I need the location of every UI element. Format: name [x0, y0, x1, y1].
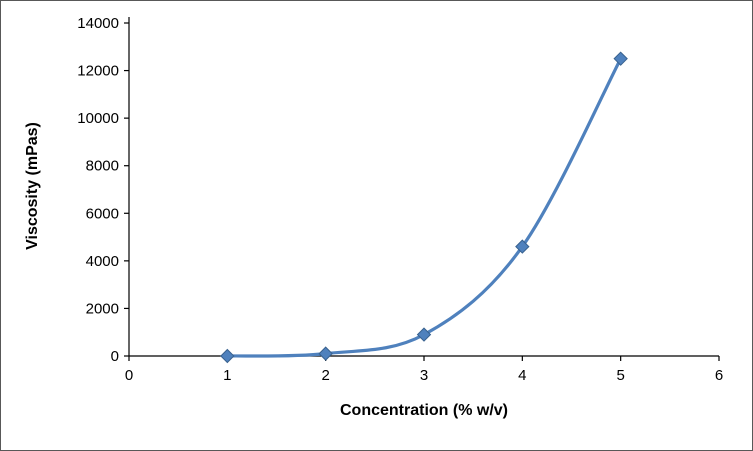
- data-point-marker: [613, 51, 628, 66]
- data-point-marker: [220, 348, 235, 364]
- y-tick-label: 12000: [77, 63, 119, 80]
- x-axis-title: Concentration (% w/v): [340, 402, 508, 419]
- y-tick-label: 14000: [77, 15, 119, 32]
- y-tick-label: 10000: [77, 110, 119, 127]
- tick-labels-layer: 0 2000 4000 6000 8000 10000 12000 14000 0 1 2 3 4 5 6: [77, 15, 723, 384]
- y-tick-label: 8000: [86, 158, 119, 175]
- x-tick-label: 2: [321, 367, 329, 384]
- data-point-marker: [416, 327, 432, 342]
- y-axis-title: Viscosity (mPas): [24, 122, 41, 250]
- axes-layer: [124, 17, 720, 361]
- x-tick-label: 0: [125, 367, 133, 384]
- x-tick-label: 3: [420, 367, 428, 384]
- y-tick-label: 0: [111, 348, 119, 365]
- y-tick-label: 2000: [86, 300, 119, 317]
- y-tick-label: 6000: [86, 205, 119, 222]
- data-series-layer: [220, 51, 628, 364]
- x-tick-label: 5: [616, 367, 624, 384]
- x-tick-label: 4: [518, 367, 526, 384]
- data-series-line: [225, 57, 623, 358]
- x-tick-label: 6: [715, 367, 723, 384]
- data-point-marker: [515, 239, 530, 254]
- data-point-marker: [318, 346, 333, 361]
- y-tick-label: 4000: [86, 253, 119, 270]
- x-tick-label: 1: [223, 367, 231, 384]
